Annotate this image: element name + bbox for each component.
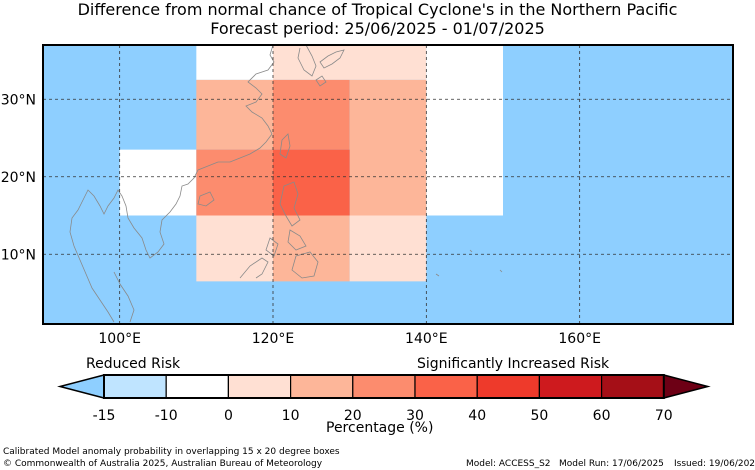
map-frame bbox=[42, 44, 734, 325]
latitude-labels: 10°N 20°N 30°N bbox=[1, 92, 36, 263]
colorbar-tick-1: -10 bbox=[155, 408, 178, 424]
lon-tick-label-2: 140°E bbox=[405, 331, 448, 347]
taiwan-coastline bbox=[279, 133, 291, 159]
coastline bbox=[69, 44, 503, 323]
colorbar bbox=[57, 374, 711, 399]
borneo-coastline bbox=[239, 257, 269, 279]
lon-tick-label-1: 120°E bbox=[252, 331, 295, 347]
risk-cell-3 bbox=[196, 79, 273, 150]
colorbar-frame bbox=[103, 374, 665, 399]
colorbar-tick-3: 10 bbox=[282, 408, 300, 424]
colorbar-tick-2: 0 bbox=[224, 408, 233, 424]
risk-cell-4 bbox=[273, 79, 350, 150]
risk-cell-10 bbox=[273, 215, 350, 282]
asia-coastline bbox=[69, 44, 275, 323]
risk-cell-0 bbox=[196, 45, 273, 80]
reduced-risk-label: Reduced Risk bbox=[86, 356, 181, 372]
risk-cell-5 bbox=[349, 79, 427, 216]
hainan-coastline bbox=[197, 191, 215, 207]
risk-cells bbox=[43, 45, 733, 324]
visayas-coastline bbox=[287, 229, 307, 251]
footer-model-run: Model Run: 17/06/2025 bbox=[559, 459, 664, 469]
footer-issued: Issued: 19/06/2025 bbox=[674, 459, 755, 469]
footer-description: Calibrated Model anomaly probability in … bbox=[3, 447, 340, 457]
risk-cell-7 bbox=[196, 149, 273, 216]
risk-cell-1 bbox=[273, 45, 427, 80]
korea-coastline bbox=[297, 44, 317, 77]
colorbar-tick-labels: -15 -10 0 10 20 30 40 50 60 70 bbox=[93, 408, 673, 424]
colorbar-tick-4: 20 bbox=[344, 408, 362, 424]
colorbar-over-arrow bbox=[663, 374, 711, 399]
risk-cell-2 bbox=[426, 45, 503, 216]
colorbar-tick-8: 60 bbox=[593, 408, 611, 424]
colorbar-under-arrow bbox=[57, 374, 105, 399]
lat-tick-label-0: 10°N bbox=[1, 247, 36, 263]
forecast-period: Forecast period: 25/06/2025 - 01/07/2025 bbox=[210, 19, 545, 38]
colorbar-bin-2 bbox=[227, 374, 292, 399]
colorbar-bin-3 bbox=[290, 374, 354, 399]
footer-model: Model: ACCESS_S2 bbox=[466, 459, 551, 469]
graticule bbox=[43, 45, 733, 324]
colorbar-bin-1 bbox=[165, 374, 229, 399]
pacific-islands bbox=[419, 149, 503, 277]
japan-islands bbox=[315, 75, 327, 87]
lon-tick-label-3: 160°E bbox=[558, 331, 601, 347]
colorbar-bin-5 bbox=[414, 374, 478, 399]
colorbar-tick-6: 40 bbox=[468, 408, 486, 424]
colorbar-bin-0 bbox=[103, 374, 167, 399]
colorbar-tick-5: 30 bbox=[406, 408, 424, 424]
longitude-labels: 100°E 120°E 140°E 160°E bbox=[98, 331, 601, 347]
lon-tick-label-0: 100°E bbox=[98, 331, 141, 347]
colorbar-bin-7 bbox=[538, 374, 603, 399]
luzon-coastline bbox=[279, 181, 301, 227]
risk-cell-8 bbox=[273, 149, 350, 216]
lat-tick-label-2: 30°N bbox=[1, 92, 36, 108]
colorbar-tick-9: 70 bbox=[655, 408, 673, 424]
risk-cell-6 bbox=[119, 149, 197, 216]
palawan-coastline bbox=[265, 237, 279, 257]
colorbar-bin-6 bbox=[476, 374, 541, 399]
colorbar-tick-0: -15 bbox=[93, 408, 116, 424]
lat-tick-label-1: 20°N bbox=[1, 170, 36, 186]
risk-cell-9 bbox=[196, 215, 273, 282]
colorbar-tick-7: 50 bbox=[530, 408, 548, 424]
malay-peninsula bbox=[113, 271, 135, 323]
mindanao-coastline bbox=[291, 251, 319, 279]
japan-coastline bbox=[319, 49, 345, 69]
risk-cell-11 bbox=[349, 215, 427, 282]
increased-risk-label: Significantly Increased Risk bbox=[417, 356, 610, 372]
colorbar-bin-4 bbox=[352, 374, 416, 399]
colorbar-bin-8 bbox=[600, 374, 665, 399]
colorbar-axis-label: Percentage (%) bbox=[326, 420, 434, 436]
footer-copyright: © Commonwealth of Australia 2025, Austra… bbox=[3, 459, 323, 469]
map-title: Difference from normal chance of Tropica… bbox=[77, 0, 678, 19]
